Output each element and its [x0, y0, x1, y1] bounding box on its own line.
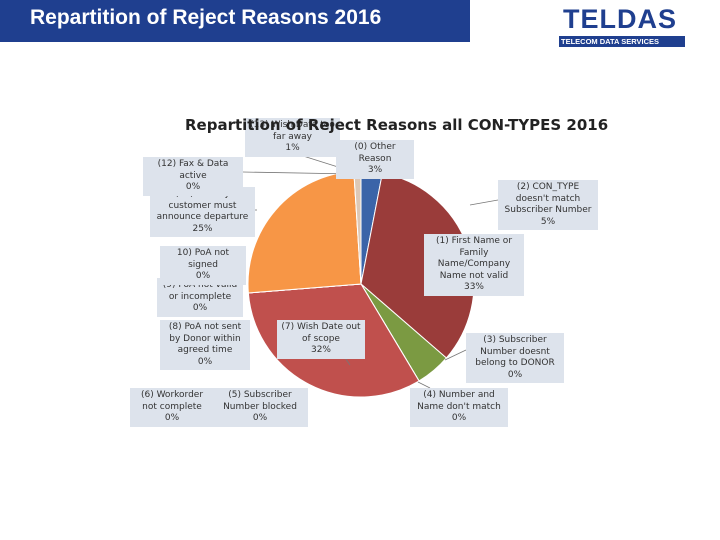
data-label: (1) First Name or Family Name/Company Na… — [424, 234, 524, 296]
label-value: 1% — [285, 143, 300, 153]
label-value: 0% — [195, 271, 211, 281]
data-label: (7) Wish Date out of scope 32% — [277, 320, 365, 359]
data-label: (8) PoA not sent by Donor within agreed … — [160, 320, 250, 370]
data-label: (4) Number and Name don't match 0% — [410, 388, 508, 427]
label-category: (12) Fax & Data active — [157, 159, 229, 181]
slide-title: Repartition of Reject Reasons 2016 — [30, 6, 382, 29]
data-label: (5) Subscriber Number blocked 0% — [212, 388, 308, 427]
label-category: (8) PoA not sent by Donor within agreed … — [168, 322, 242, 355]
label-value: 0% — [252, 413, 268, 423]
leader-line — [469, 199, 499, 206]
label-value: 0% — [507, 369, 523, 380]
label-value: 0% — [164, 413, 180, 423]
logo-text: TELDAS — [563, 4, 677, 34]
logo-subtitle: TELECOM DATA SERVICES — [559, 36, 685, 47]
label-category: (9) PoA not valid or incomplete — [162, 280, 238, 302]
header-band — [0, 0, 470, 42]
label-category: (1) First Name or Family Name/Company Na… — [435, 236, 513, 281]
label-category: (2) CON_TYPE doesn't match Subscriber Nu… — [504, 182, 592, 215]
label-category: (3) Subscriber Number doesnt belong to D… — [475, 335, 555, 368]
label-value: 33% — [463, 282, 484, 292]
label-category: (0) Other Reason — [354, 142, 396, 164]
label-category: (13) Wish Date too far away — [250, 120, 335, 142]
label-value: 0% — [451, 413, 467, 423]
label-category: (7) Wish Date out of scope — [281, 322, 361, 344]
label-value: 3% — [367, 165, 383, 175]
leader-line — [242, 171, 355, 175]
label-value: 0% — [192, 303, 208, 313]
chart-title: Repartition of Reject Reasons all CON-TY… — [185, 116, 609, 134]
leader-line — [444, 349, 467, 361]
label-value: 25% — [192, 223, 213, 234]
label-category: (6) Workorder not complete — [140, 390, 204, 412]
data-label: (2) CON_TYPE doesn't match Subscriber Nu… — [498, 180, 598, 230]
leader-line — [417, 381, 431, 389]
data-label: (0) Other Reason 3% — [336, 140, 414, 179]
label-value: 32% — [310, 345, 331, 355]
label-category: (5) Subscriber Number blocked — [223, 390, 297, 412]
data-label: (6) Workorder not complete 0% — [130, 388, 214, 427]
data-label: 10) PoA not signed 0% — [160, 246, 246, 285]
label-category: 10) PoA not signed — [176, 248, 230, 270]
label-value: 0% — [185, 182, 201, 192]
data-label: (3) Subscriber Number doesnt belong to D… — [466, 333, 564, 383]
label-value: 0% — [197, 356, 213, 367]
label-value: 5% — [540, 216, 556, 227]
pie-slice — [247, 170, 362, 294]
data-label: (12) Fax & Data active 0% — [143, 157, 243, 196]
data-label: (13) Wish Date too far away 1% — [245, 118, 340, 157]
logo: TELDAS TELECOM DATA SERVICES — [555, 4, 720, 48]
label-category: (4) Number and Name don't match — [417, 390, 501, 412]
